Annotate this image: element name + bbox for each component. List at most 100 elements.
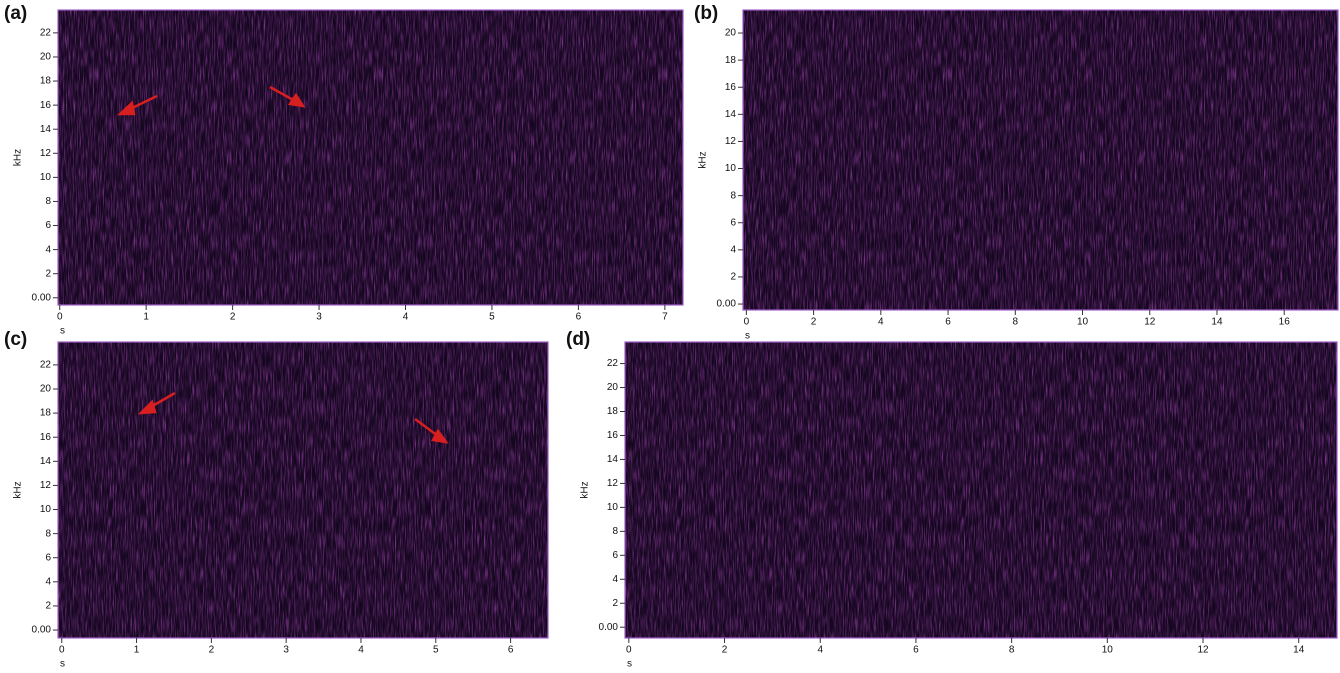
- x-tick-label: 6: [576, 312, 582, 323]
- x-tick-label: 2: [230, 312, 236, 323]
- y-tick-label: 8: [612, 526, 618, 537]
- x-tick-label: 4: [358, 645, 364, 656]
- x-tick-label: 5: [433, 645, 439, 656]
- y-tick-label: 12: [607, 478, 619, 489]
- x-tick-label: 1: [143, 312, 149, 323]
- plot-frame: [57, 341, 549, 639]
- y-tick-label: 6: [45, 552, 51, 563]
- y-tick-label: 12: [40, 148, 52, 159]
- y-tick-label: 2: [612, 598, 618, 609]
- y-tick-label: 20: [40, 384, 52, 395]
- plot-frame: [742, 9, 1339, 311]
- y-tick-label: 12: [725, 136, 737, 147]
- x-tick-label: 8: [1009, 645, 1015, 656]
- x-tick-label: 10: [1102, 645, 1114, 656]
- y-tick-label: 4: [45, 576, 51, 587]
- y-tick-label: 8: [730, 190, 736, 201]
- panel-label: (b): [694, 3, 718, 24]
- y-tick-label: 8: [45, 196, 51, 207]
- panel-label: (a): [4, 3, 27, 24]
- x-tick-label: 14: [1211, 317, 1223, 328]
- x-tick-label: 0: [57, 312, 63, 323]
- y-tick-label: 2: [45, 601, 51, 612]
- x-axis-label: s: [745, 331, 750, 342]
- y-tick-label: 2: [45, 268, 51, 279]
- y-tick-label: 20: [607, 382, 619, 393]
- x-tick-label: 2: [811, 317, 817, 328]
- x-tick-label: 14: [1293, 645, 1305, 656]
- y-tick-label: 4: [730, 244, 736, 255]
- y-tick-label: 10: [40, 504, 52, 515]
- plot-frame: [624, 341, 1338, 639]
- spectrogram-texture: [58, 10, 683, 305]
- panel-label: (c): [4, 329, 27, 350]
- y-tick-label: 4: [612, 574, 618, 585]
- x-tick-label: 4: [403, 312, 409, 323]
- y-tick-label: 14: [725, 109, 737, 120]
- x-axis-label: s: [627, 659, 632, 670]
- y-axis-label: kHz: [580, 481, 591, 498]
- y-tick-label: 16: [607, 430, 619, 441]
- y-tick-label: 16: [40, 100, 52, 111]
- y-tick-label: 22: [40, 360, 52, 371]
- x-tick-label: 0: [744, 317, 750, 328]
- y-tick-label: 6: [730, 217, 736, 228]
- y-tick-label: 20: [40, 52, 52, 63]
- y-tick-label: 14: [40, 124, 52, 135]
- y-tick-label: 22: [607, 358, 619, 369]
- y-tick-label: 0.00: [599, 622, 619, 633]
- y-tick-label: 4: [45, 244, 51, 255]
- x-tick-label: 0: [626, 645, 632, 656]
- y-tick-label: 14: [607, 454, 619, 465]
- y-tick-label: 18: [40, 408, 52, 419]
- y-tick-label: 0.00: [717, 299, 737, 310]
- y-tick-label: 18: [725, 55, 737, 66]
- y-tick-label: 16: [40, 432, 52, 443]
- y-tick-label: 20: [725, 28, 737, 39]
- x-tick-label: 12: [1197, 645, 1209, 656]
- y-tick-label: 0.00: [32, 625, 52, 636]
- x-tick-label: 5: [489, 312, 495, 323]
- spectrogram-texture: [58, 342, 548, 638]
- x-tick-label: 4: [817, 645, 823, 656]
- y-tick-label: 2: [730, 272, 736, 283]
- x-tick-label: 8: [1013, 317, 1019, 328]
- x-axis-label: s: [60, 326, 65, 337]
- annotation-arrows: [116, 85, 449, 444]
- y-tick-label: 14: [40, 456, 52, 467]
- y-tick-label: 12: [40, 480, 52, 491]
- y-tick-label: 0.00: [32, 292, 52, 303]
- x-tick-label: 10: [1077, 317, 1089, 328]
- y-tick-label: 18: [40, 76, 52, 87]
- x-tick-label: 3: [316, 312, 322, 323]
- x-tick-label: 1: [134, 645, 140, 656]
- y-tick-label: 10: [725, 163, 737, 174]
- y-axis-label: kHz: [13, 481, 24, 498]
- x-tick-label: 0: [59, 645, 65, 656]
- x-tick-label: 4: [878, 317, 884, 328]
- x-tick-label: 3: [283, 645, 289, 656]
- y-tick-label: 18: [607, 406, 619, 417]
- x-tick-label: 7: [662, 312, 668, 323]
- x-tick-label: 16: [1279, 317, 1291, 328]
- y-tick-label: 10: [40, 172, 52, 183]
- y-tick-label: 6: [612, 550, 618, 561]
- y-tick-label: 16: [725, 82, 737, 93]
- y-axis-label: kHz: [698, 151, 709, 168]
- x-tick-label: 2: [722, 645, 728, 656]
- panel-label: (d): [566, 329, 590, 350]
- plot-frame: [57, 9, 684, 306]
- spectrogram-texture: [625, 342, 1337, 638]
- x-tick-label: 12: [1144, 317, 1156, 328]
- x-tick-label: 6: [945, 317, 951, 328]
- y-axis-label: kHz: [13, 149, 24, 166]
- x-tick-label: 6: [508, 645, 514, 656]
- x-tick-label: 2: [209, 645, 215, 656]
- y-tick-label: 8: [45, 528, 51, 539]
- y-tick-label: 10: [607, 502, 619, 513]
- x-axis-label: s: [60, 659, 65, 670]
- x-tick-label: 6: [913, 645, 919, 656]
- y-tick-label: 22: [40, 28, 52, 39]
- spectrogram-texture: [743, 10, 1338, 310]
